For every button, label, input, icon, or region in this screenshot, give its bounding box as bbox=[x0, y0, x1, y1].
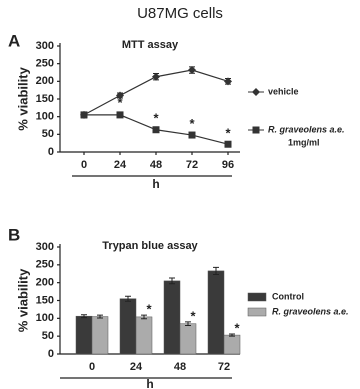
panel-label: B bbox=[8, 225, 20, 244]
x-tick-label: 24 bbox=[130, 361, 143, 373]
chart-title: Trypan blue assay bbox=[102, 240, 198, 252]
legend-label: R. graveolens a.e. bbox=[272, 306, 349, 316]
bar bbox=[207, 270, 225, 355]
x-tick-label: 0 bbox=[81, 159, 87, 171]
x-tick-label: 0 bbox=[89, 361, 95, 373]
y-axis-label: % viability bbox=[15, 66, 30, 130]
legend-label: vehicle bbox=[268, 86, 299, 96]
y-tick-label: 100 bbox=[36, 312, 54, 324]
marker bbox=[188, 131, 196, 139]
x-tick-label: 48 bbox=[150, 159, 162, 171]
bar bbox=[223, 334, 241, 355]
x-axis-label: h bbox=[146, 377, 153, 389]
legend-label: Control bbox=[272, 291, 304, 301]
significance: * bbox=[146, 302, 152, 317]
y-tick-label: 150 bbox=[36, 93, 54, 105]
y-tick-label: 300 bbox=[36, 40, 54, 52]
significance: * bbox=[225, 125, 231, 140]
y-tick-label: 0 bbox=[48, 146, 54, 158]
x-tick-label: 96 bbox=[222, 159, 234, 171]
y-tick-label: 200 bbox=[36, 75, 54, 87]
error-bar bbox=[229, 333, 235, 337]
bar bbox=[75, 315, 93, 355]
legend-label: R. graveolens a.e. bbox=[268, 124, 345, 134]
marker bbox=[152, 72, 160, 81]
bar bbox=[179, 323, 197, 355]
marker bbox=[224, 140, 232, 148]
legend-swatch bbox=[247, 292, 267, 302]
marker bbox=[116, 111, 124, 119]
error-bar bbox=[81, 314, 87, 319]
bar bbox=[163, 280, 181, 355]
y-tick-label: 300 bbox=[36, 241, 54, 253]
error-bar bbox=[185, 321, 191, 326]
y-axis-label: % viability bbox=[15, 268, 30, 332]
bar bbox=[119, 298, 137, 355]
significance: * bbox=[190, 308, 196, 323]
x-tick-label: 48 bbox=[174, 361, 186, 373]
x-tick-label: 72 bbox=[218, 361, 230, 373]
marker bbox=[80, 111, 88, 119]
y-tick-label: 250 bbox=[36, 58, 54, 70]
significance: * bbox=[189, 116, 195, 131]
error-bar bbox=[169, 277, 175, 285]
legend-marker bbox=[252, 88, 260, 96]
y-tick-label: 100 bbox=[36, 111, 54, 123]
legend-marker bbox=[252, 126, 260, 134]
error-bar bbox=[213, 266, 219, 275]
x-tick-label: 24 bbox=[114, 159, 127, 171]
error-bar bbox=[141, 314, 147, 320]
y-tick-label: 50 bbox=[42, 128, 54, 140]
significance: * bbox=[234, 320, 240, 335]
legend-label: 1mg/ml bbox=[288, 137, 320, 147]
marker bbox=[116, 91, 124, 100]
legend-swatch bbox=[247, 307, 267, 317]
error-bar bbox=[125, 295, 131, 302]
figure-title: U87MG cells bbox=[137, 5, 223, 22]
y-tick-label: 150 bbox=[36, 294, 54, 306]
marker bbox=[224, 77, 232, 86]
y-tick-label: 250 bbox=[36, 259, 54, 271]
x-axis-label: h bbox=[152, 177, 159, 191]
x-tick-label: 72 bbox=[186, 159, 198, 171]
error-bar bbox=[97, 314, 103, 319]
significance: * bbox=[153, 110, 159, 125]
marker bbox=[152, 126, 160, 134]
panel-label: A bbox=[8, 31, 20, 50]
significance: * bbox=[117, 95, 123, 110]
marker bbox=[188, 66, 196, 75]
y-tick-label: 50 bbox=[42, 330, 54, 342]
chart-title: MTT assay bbox=[122, 39, 179, 51]
y-tick-label: 200 bbox=[36, 277, 54, 289]
bar bbox=[91, 316, 109, 355]
y-tick-label: 0 bbox=[48, 348, 54, 360]
bar bbox=[135, 316, 153, 355]
